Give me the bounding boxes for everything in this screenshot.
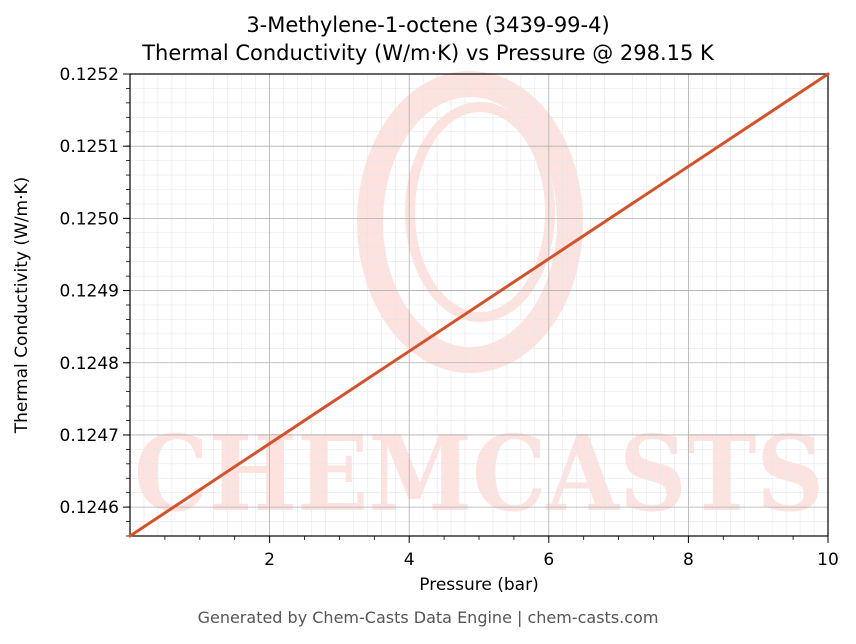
series-line: [128, 72, 830, 538]
x-tick-label: 10: [817, 550, 839, 570]
y-tick-label: 0.1249: [60, 282, 119, 302]
y-tick-label: 0.1250: [60, 209, 119, 229]
x-tick-label: 2: [264, 550, 275, 570]
x-tick-label: 6: [543, 550, 554, 570]
chart-title: 3-Methylene-1-octene (3439-99-4): [246, 13, 610, 37]
x-axis-label: Pressure (bar): [419, 575, 539, 595]
y-tick-label: 0.1246: [60, 498, 119, 518]
y-tick-label: 0.1247: [60, 426, 119, 446]
x-tick-label: 8: [683, 550, 694, 570]
y-axis-label: Thermal Conductivity (W/m·K): [12, 176, 32, 434]
watermark-text: CHEMCASTS: [134, 412, 824, 535]
watermark-ring: [357, 71, 583, 373]
footer-credit: Generated by Chem-Casts Data Engine | ch…: [197, 608, 659, 627]
x-tick-label: 4: [404, 550, 415, 570]
chart-subtitle: Thermal Conductivity (W/m·K) vs Pressure…: [142, 41, 714, 65]
watermark-ring-inner: [405, 102, 555, 322]
y-tick-label: 0.1252: [60, 65, 119, 85]
y-tick-label: 0.1248: [60, 354, 119, 374]
y-tick-label: 0.1251: [60, 137, 119, 157]
